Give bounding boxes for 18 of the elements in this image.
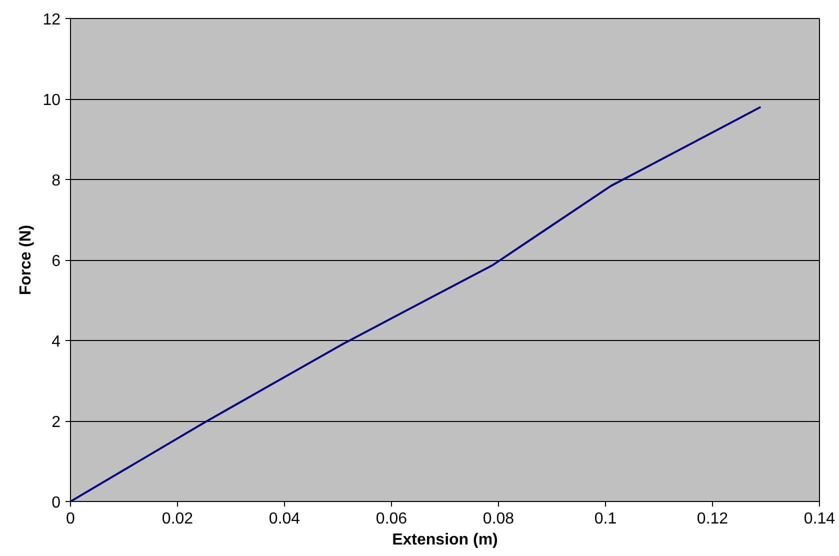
y-tick-label: 10 [42,92,61,109]
x-tick-label: 0 [66,510,76,528]
y-tick-label: 12 [42,12,61,28]
y-tick-label: 2 [52,414,61,431]
x-tick-label: 0.02 [162,510,194,528]
y-tick-label: 8 [52,172,61,190]
y-tick-label: 4 [52,334,61,350]
x-tick-label: 0.08 [482,510,514,528]
y-tick-label: 0 [52,494,61,512]
x-tick-label: 0.1 [594,510,617,528]
x-tick-label: 0.06 [376,510,408,528]
x-tick-label: 0.12 [696,510,728,528]
x-tick-label: 0.04 [268,510,300,528]
line-series [70,106,762,502]
y-tick-label: 6 [52,253,61,270]
y-axis-title: Force (N) [18,224,35,296]
x-tick-label: 0.14 [804,510,836,528]
x-axis-title: Extension (m) [392,532,498,548]
